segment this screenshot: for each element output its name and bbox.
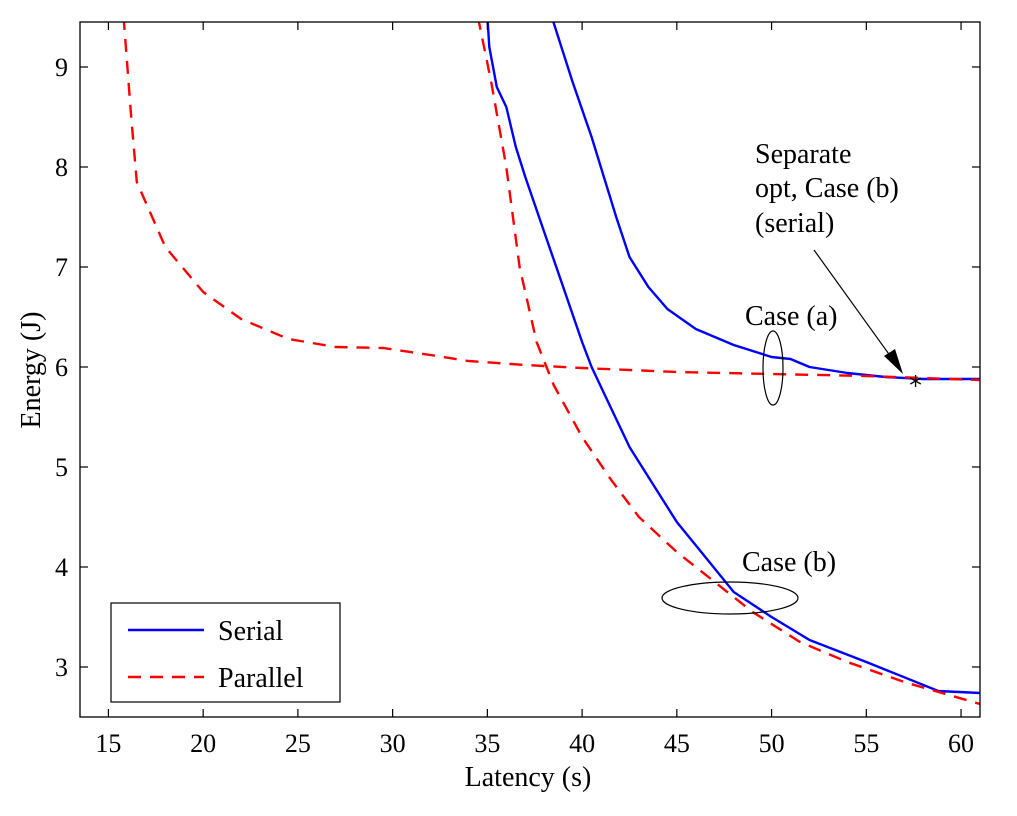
markers-layer <box>910 375 922 387</box>
annotation-arrow-head <box>884 349 903 374</box>
series-line-parallel-lower <box>477 22 980 706</box>
x-axis-label: Latency (s) <box>465 762 592 793</box>
annotation-case-a: Case (a) <box>745 301 838 406</box>
x-tick-label-60: 60 <box>948 729 974 758</box>
y-tick-label-7: 7 <box>55 253 68 282</box>
series-line-parallel <box>122 22 980 382</box>
separate-opt-point-marker <box>910 375 922 387</box>
x-tick-label-20: 20 <box>190 729 216 758</box>
x-tick-label-25: 25 <box>285 729 311 758</box>
legend-label-parallel: Parallel <box>218 663 304 694</box>
x-tick-label-55: 55 <box>853 729 879 758</box>
y-axis-label: Energy (J) <box>16 312 47 429</box>
series-line-serial <box>486 22 980 695</box>
y-tick-label-3: 3 <box>55 653 68 682</box>
annotation-case-b-ellipse <box>661 581 799 615</box>
y-tick-label-5: 5 <box>55 453 68 482</box>
x-tick-label-45: 45 <box>664 729 690 758</box>
x-tick-label-40: 40 <box>569 729 595 758</box>
y-tick-label-8: 8 <box>55 153 68 182</box>
y-tick-label-9: 9 <box>55 53 68 82</box>
annotation-separate-opt: Separate opt, Case (b) (serial) <box>755 139 903 374</box>
legend: Serial Parallel <box>110 602 341 703</box>
annotation-case-a-label: Case (a) <box>745 301 838 332</box>
y-tick-label-4: 4 <box>55 553 68 582</box>
annotation-separate-opt-line1: Separate <box>755 139 851 170</box>
annotation-case-b: Case (b) <box>661 547 836 615</box>
x-tick-label-35: 35 <box>474 729 500 758</box>
x-tick-label-30: 30 <box>380 729 406 758</box>
legend-box <box>110 602 341 703</box>
annotation-separate-opt-line2: opt, Case (b) <box>755 173 899 204</box>
plot-frame <box>79 21 981 718</box>
annotation-case-b-label: Case (b) <box>742 547 836 578</box>
annotation-separate-opt-line3: (serial) <box>755 208 834 239</box>
legend-label-serial: Serial <box>218 616 284 647</box>
series-layer <box>122 22 980 706</box>
x-tick-label-50: 50 <box>759 729 785 758</box>
x-tick-label-15: 15 <box>95 729 121 758</box>
y-tick-label-6: 6 <box>55 353 68 382</box>
annotation-arrow-line <box>813 249 897 365</box>
annotation-case-a-ellipse <box>762 330 784 406</box>
